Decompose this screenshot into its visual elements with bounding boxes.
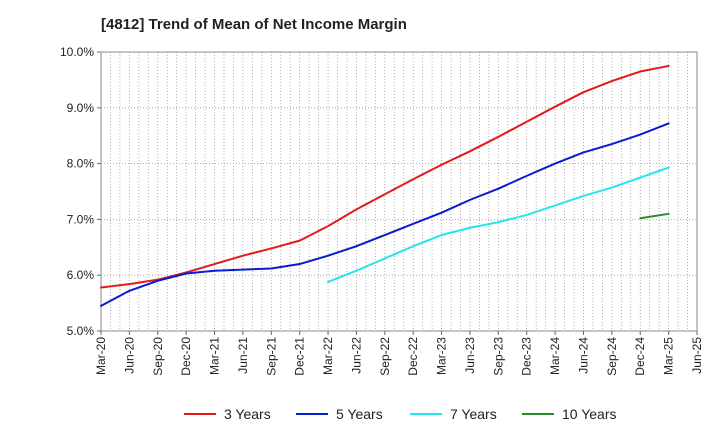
x-tick-label: Sep-20 (151, 337, 165, 376)
x-tick-label: Sep-21 (264, 337, 278, 376)
x-tick-label: Jun-24 (576, 337, 590, 374)
legend-label: 3 Years (224, 406, 271, 422)
x-tick-label: Jun-25 (690, 337, 704, 374)
x-tick-label: Jun-23 (463, 337, 477, 374)
x-tick-label: Dec-22 (406, 337, 420, 376)
x-tick-label: Sep-23 (491, 337, 505, 376)
x-tick-label: Dec-24 (633, 337, 647, 376)
legend-label: 5 Years (336, 406, 383, 422)
legend-label: 7 Years (450, 406, 497, 422)
x-tick-label: Mar-23 (435, 337, 449, 375)
series-line-5-years (100, 122, 670, 307)
x-tick-label: Jun-22 (349, 337, 363, 374)
x-tick-label: Mar-24 (548, 337, 562, 375)
x-tick-label: Mar-22 (321, 337, 335, 375)
y-tick-label: 9.0% (67, 101, 95, 115)
y-tick-label: 6.0% (67, 268, 95, 282)
chart-title: [4812] Trend of Mean of Net Income Margi… (101, 16, 407, 33)
x-tick-label: Mar-21 (208, 337, 222, 375)
x-tick-label: Jun-20 (122, 337, 136, 374)
x-tick-label: Dec-23 (520, 337, 534, 376)
x-tick-label: Sep-22 (378, 337, 392, 376)
y-tick-label: 5.0% (67, 324, 95, 338)
y-tick-label: 7.0% (67, 212, 95, 226)
y-tick-label: 8.0% (67, 157, 95, 171)
plot-frame (100, 51, 698, 332)
series-line-3-years (100, 64, 670, 289)
x-tick-label: Mar-25 (662, 337, 676, 375)
series-line-10-years (639, 212, 670, 220)
x-tick-label: Dec-20 (179, 337, 193, 376)
x-tick-label: Jun-21 (236, 337, 250, 374)
legend-label: 10 Years (562, 406, 617, 422)
x-tick-label: Mar-20 (94, 337, 108, 375)
y-tick-label: 10.0% (60, 45, 94, 59)
series-line-7-years (327, 166, 670, 283)
x-tick-label: Dec-21 (293, 337, 307, 376)
x-tick-label: Sep-24 (605, 337, 619, 376)
